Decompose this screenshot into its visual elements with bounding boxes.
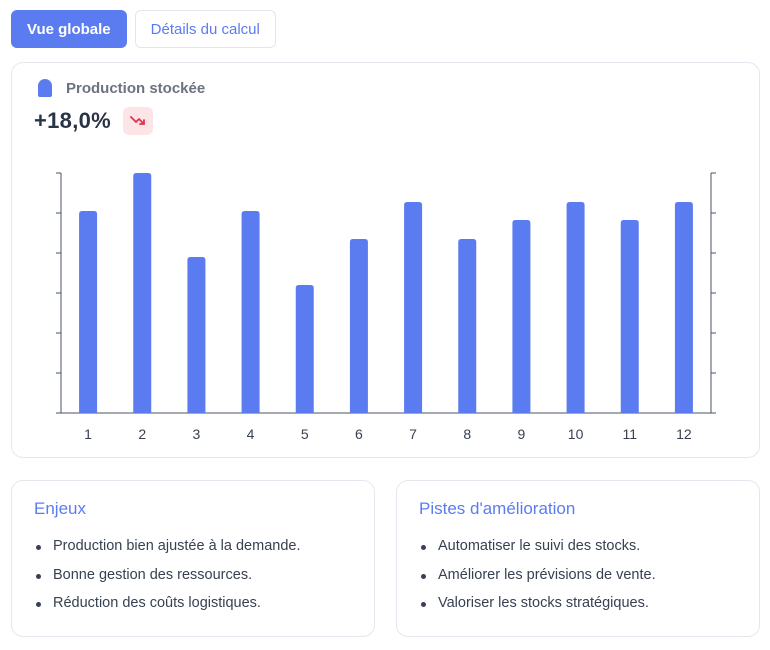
x-tick-label: 5: [301, 426, 309, 442]
x-tick-label: 10: [568, 426, 584, 442]
pistes-card: Pistes d'amélioration Automatiser le sui…: [396, 480, 760, 637]
enjeux-card: Enjeux Production bien ajustée à la dema…: [11, 480, 375, 637]
x-tick-label: 12: [676, 426, 692, 442]
list-item: Production bien ajustée à la demande.: [34, 538, 300, 567]
kpi-value: +18,0%: [34, 108, 112, 133]
pistes-list: Automatiser le suivi des stocks. Amélior…: [419, 538, 656, 624]
bullet-dot: [421, 602, 426, 607]
list-item-text: Valoriser les stocks stratégiques.: [438, 595, 649, 611]
legend-swatch: [38, 79, 52, 97]
trend-down-icon: [130, 116, 145, 125]
x-tick-label: 1: [84, 426, 92, 442]
enjeux-list: Production bien ajustée à la demande. Bo…: [34, 538, 300, 624]
x-tick-label: 11: [622, 426, 637, 442]
x-tick-label: 8: [463, 426, 471, 442]
bar: [241, 211, 260, 413]
list-item: Valoriser les stocks stratégiques.: [419, 595, 656, 624]
bar: [404, 202, 423, 413]
list-item-text: Bonne gestion des ressources.: [53, 566, 253, 583]
bar: [674, 202, 693, 413]
bar: [295, 285, 314, 413]
list-item-text: Réduction des coûts logistiques.: [53, 595, 261, 611]
tab-vue-globale[interactable]: Vue globale: [11, 10, 127, 48]
bullet-dot: [421, 545, 426, 550]
list-item-text: Automatiser le suivi des stocks.: [438, 538, 641, 554]
x-tick-label: 2: [138, 426, 146, 442]
kpi: +18,0%: [34, 107, 154, 135]
bar-chart: 1 2 3 4 5 6 7 8 9 10 11 12: [56, 172, 716, 442]
x-tick-label: 6: [355, 426, 363, 442]
list-item: Améliorer les prévisions de vente.: [419, 567, 656, 596]
bar: [349, 239, 368, 413]
legend-label: Production stockée: [66, 79, 206, 97]
list-item-text: Production bien ajustée à la demande.: [53, 538, 301, 554]
x-tick-label: 3: [193, 426, 201, 442]
chart-card: Production stockée +18,0% 1 2 3 4 5 6 7 8 9 10 11 1…: [11, 62, 760, 458]
pistes-title: Pistes d'amélioration: [419, 499, 576, 518]
tab-bar: Vue globale Détails du calcul: [11, 10, 276, 48]
x-tick-label: 7: [409, 426, 417, 442]
bar: [79, 211, 98, 413]
bar: [187, 257, 206, 413]
chart-legend: Production stockée: [38, 79, 205, 97]
bullet-dot: [36, 545, 41, 550]
bar: [620, 220, 639, 413]
x-tick-label: 9: [518, 426, 526, 442]
x-tick-label: 4: [247, 426, 255, 442]
list-item: Automatiser le suivi des stocks.: [419, 538, 656, 567]
list-item-text: Améliorer les prévisions de vente.: [438, 566, 656, 583]
bar: [512, 220, 531, 413]
tab-details-calcul[interactable]: Détails du calcul: [134, 10, 276, 48]
bullet-dot: [36, 573, 41, 579]
bar: [458, 239, 477, 413]
list-item: Bonne gestion des ressources.: [34, 567, 300, 596]
list-item: Réduction des coûts logistiques.: [34, 595, 300, 624]
bar: [133, 173, 152, 413]
enjeux-title: Enjeux: [34, 499, 86, 518]
bar: [566, 202, 585, 413]
bullet-dot: [421, 573, 426, 579]
bullet-dot: [36, 602, 41, 607]
trend-badge: [123, 107, 154, 135]
